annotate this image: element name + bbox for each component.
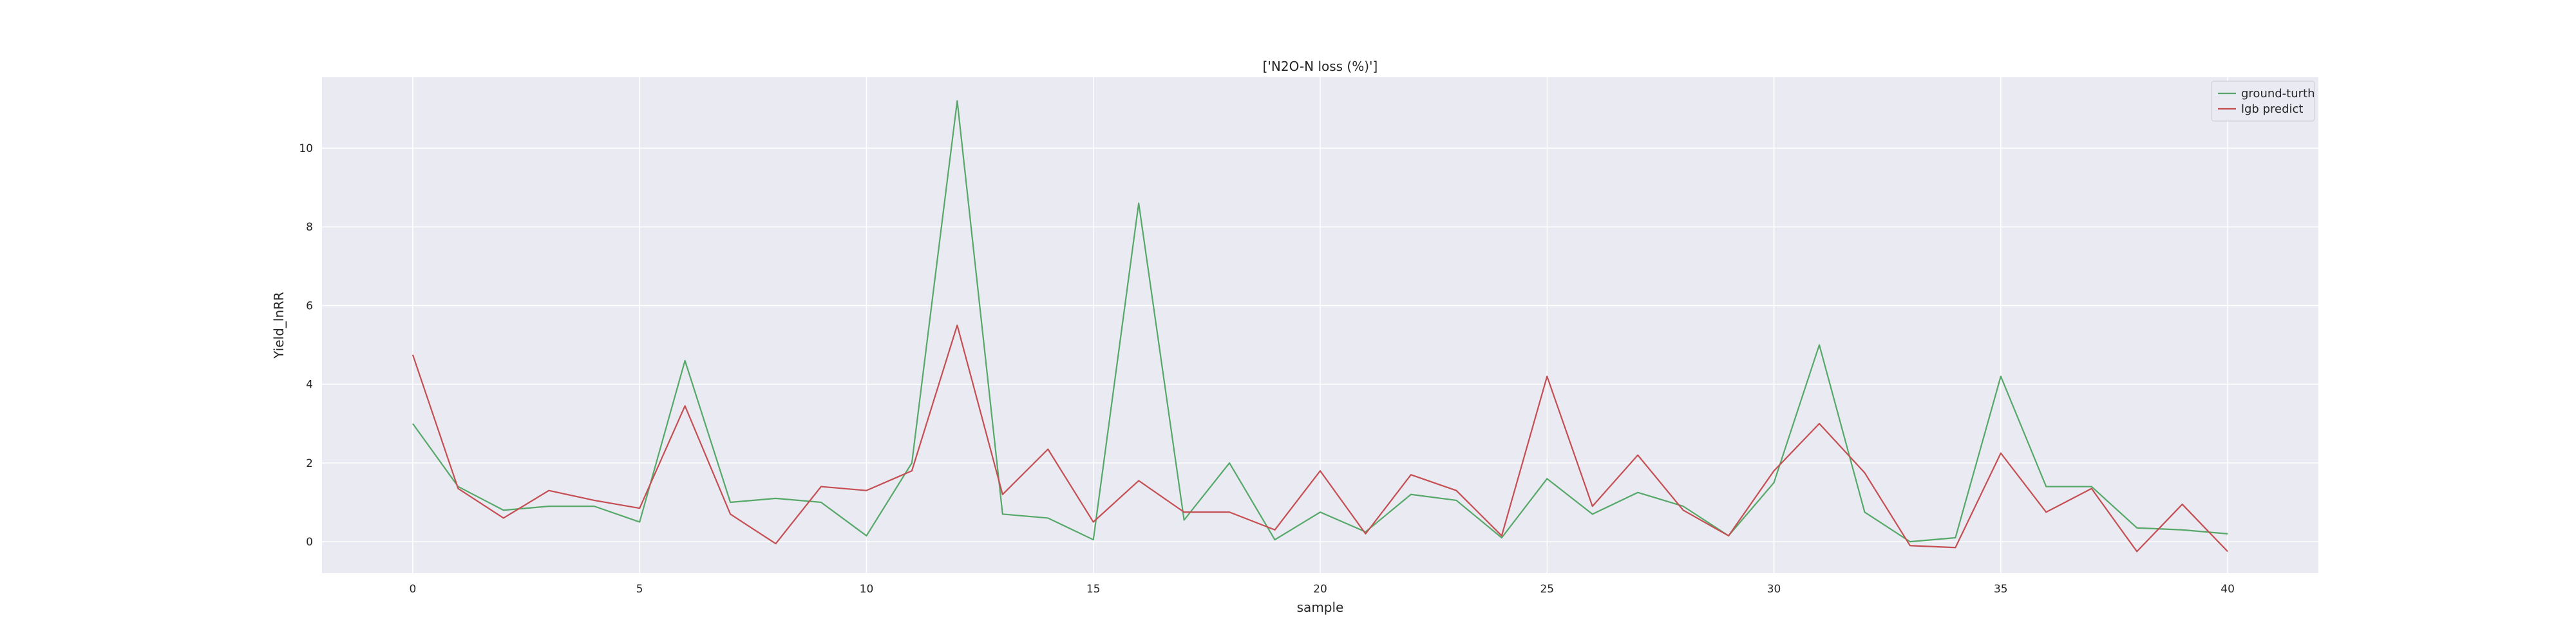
y-tick-label: 0 xyxy=(306,536,313,549)
x-tick-label: 30 xyxy=(1767,583,1781,596)
x-tick-label: 20 xyxy=(1313,583,1327,596)
y-tick-label: 10 xyxy=(299,142,313,155)
series-lines xyxy=(412,100,2228,553)
y-tick-labels: 0 2 4 6 8 10 xyxy=(299,142,313,549)
x-tick-label: 40 xyxy=(2221,583,2235,596)
y-tick-label: 4 xyxy=(306,379,313,392)
x-axis-label: sample xyxy=(1297,600,1344,615)
y-tick-label: 2 xyxy=(306,457,313,470)
legend: ground-turth lgb predict xyxy=(2211,80,2315,122)
x-tick-label: 25 xyxy=(1540,583,1554,596)
legend-label: ground-turth xyxy=(2241,87,2315,100)
x-tick-label: 35 xyxy=(1994,583,2008,596)
x-tick-label: 5 xyxy=(636,583,643,596)
chart-title: ['N2O-N loss (%)'] xyxy=(1263,59,1378,74)
x-tick-label: 0 xyxy=(409,583,416,596)
series-line-2 xyxy=(412,324,2228,553)
x-tick-labels: 0 5 10 15 20 25 30 35 40 xyxy=(409,583,2234,596)
x-tick-label: 10 xyxy=(860,583,874,596)
y-tick-label: 8 xyxy=(306,221,313,234)
legend-box xyxy=(2211,80,2315,122)
y-axis-label: Yield_lnRR xyxy=(271,292,287,359)
x-tick-label: 15 xyxy=(1086,583,1101,596)
series-line-1 xyxy=(412,100,2228,543)
grid-lines xyxy=(322,77,2318,573)
y-tick-label: 6 xyxy=(306,299,313,312)
legend-label: lgb predict xyxy=(2241,102,2303,116)
